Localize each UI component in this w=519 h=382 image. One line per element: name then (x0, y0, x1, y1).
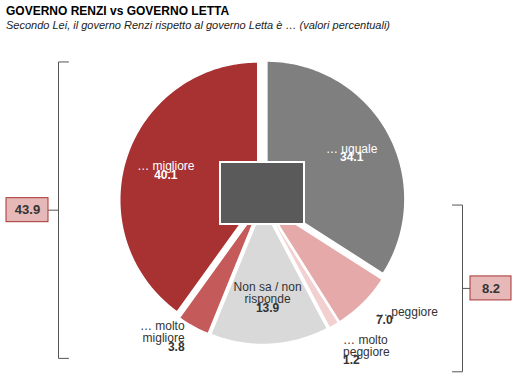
svg-text:3.8: 3.8 (168, 340, 185, 354)
svg-text:7.0: 7.0 (376, 313, 393, 327)
svg-text:8.2: 8.2 (482, 281, 500, 296)
svg-text:1.2: 1.2 (343, 353, 360, 367)
svg-text:34.1: 34.1 (340, 150, 364, 164)
svg-text:40.1: 40.1 (154, 168, 178, 182)
svg-text:43.9: 43.9 (15, 202, 40, 217)
svg-text:13.9: 13.9 (256, 300, 280, 314)
